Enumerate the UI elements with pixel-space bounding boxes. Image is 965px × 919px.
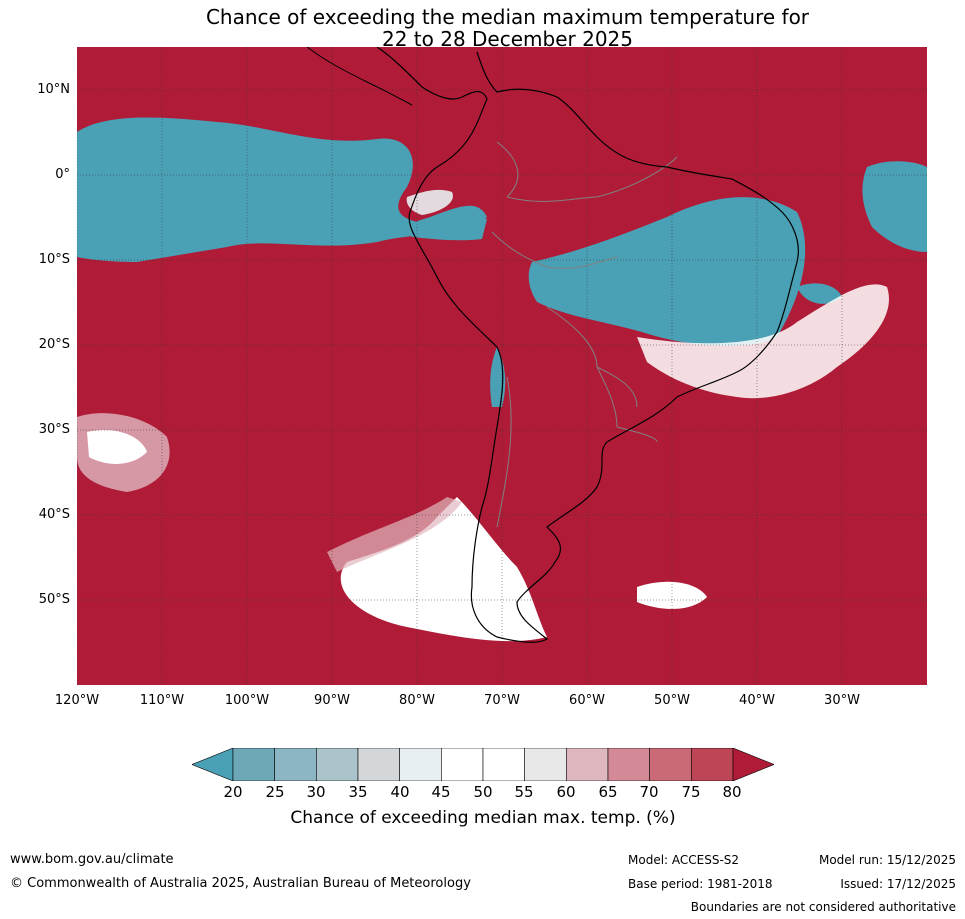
lat-label-30s: 30°S xyxy=(38,422,70,437)
boundaries-disclaimer: Boundaries are not considered authoritat… xyxy=(690,900,956,914)
pacific-equatorial-low-region xyxy=(77,117,487,262)
south-atlantic-neutral-patch xyxy=(637,581,707,609)
colorbar-label-70: 70 xyxy=(639,783,659,801)
peru-coast-neutral xyxy=(406,189,453,215)
lat-label-10n: 10°N xyxy=(37,82,70,97)
colorbar-cell xyxy=(649,748,692,781)
colorbar-title: Chance of exceeding median max. temp. (%… xyxy=(290,808,676,828)
colorbar-cell xyxy=(691,748,734,781)
colorbar-extend-high xyxy=(732,748,774,781)
colorbar-extend-low xyxy=(192,748,234,781)
colorbar-cell xyxy=(482,748,525,781)
lon-label-120w: 120°W xyxy=(54,693,100,708)
southwest-pacific-white-patch xyxy=(87,429,147,464)
atlantic-low-patch xyxy=(797,283,842,304)
colorbar-label-45: 45 xyxy=(431,783,451,801)
copyright-text: © Commonwealth of Australia 2025, Austra… xyxy=(10,876,471,891)
map-title-line1: Chance of exceeding the median maximum t… xyxy=(205,5,810,29)
colorbar-label-80: 80 xyxy=(722,783,742,801)
lon-label-110w: 110°W xyxy=(139,693,185,708)
colorbar-cell xyxy=(399,748,442,781)
brazil-low-region xyxy=(528,197,806,347)
lon-label-80w: 80°W xyxy=(399,693,435,708)
atlantic-low-region-east xyxy=(862,161,927,252)
lon-label-70w: 70°W xyxy=(484,693,520,708)
forecast-map xyxy=(77,47,927,685)
colorbar-cell xyxy=(441,748,484,781)
colorbar-cell xyxy=(607,748,650,781)
colorbar-label-30: 30 xyxy=(306,783,326,801)
graticule xyxy=(77,47,927,685)
colorbar-label-25: 25 xyxy=(265,783,285,801)
colorbar-label-50: 50 xyxy=(473,783,493,801)
colorbar xyxy=(192,748,774,781)
issued-date: Issued: 17/12/2025 xyxy=(840,877,956,891)
lat-label-40s: 40°S xyxy=(38,507,70,522)
colorbar-cell xyxy=(316,748,359,781)
lon-label-40w: 40°W xyxy=(739,693,775,708)
lon-label-30w: 30°W xyxy=(824,693,860,708)
colorbar-cell xyxy=(357,748,400,781)
website-link[interactable]: www.bom.gov.au/climate xyxy=(10,852,174,867)
map-title-line2: 22 to 28 December 2025 xyxy=(381,27,633,51)
model-run-date: Model run: 15/12/2025 xyxy=(818,853,956,867)
lat-label-10s: 10°S xyxy=(38,252,70,267)
lat-label-20s: 20°S xyxy=(38,337,70,352)
colorbar-label-55: 55 xyxy=(514,783,534,801)
colorbar-cell xyxy=(566,748,609,781)
colorbar-label-75: 75 xyxy=(681,783,701,801)
colorbar-label-40: 40 xyxy=(390,783,410,801)
colorbar-cell xyxy=(232,748,275,781)
colorbar-cell xyxy=(524,748,567,781)
central-america-coastline xyxy=(306,47,413,106)
model-name: Model: ACCESS-S2 xyxy=(628,853,740,867)
lon-label-100w: 100°W xyxy=(224,693,270,708)
south-america-coastline xyxy=(376,47,799,643)
patagonia-neutral-region xyxy=(340,497,547,642)
country-borders xyxy=(491,141,678,528)
lat-label-0: 0° xyxy=(55,167,70,182)
colorbar-label-20: 20 xyxy=(223,783,243,801)
lat-label-50s: 50°S xyxy=(38,592,70,607)
colorbar-cell xyxy=(274,748,317,781)
lon-label-60w: 60°W xyxy=(569,693,605,708)
lon-label-50w: 50°W xyxy=(654,693,690,708)
colorbar-label-65: 65 xyxy=(598,783,618,801)
patagonia-light-fringe xyxy=(327,497,462,572)
colorbar-label-35: 35 xyxy=(348,783,368,801)
colorbar-label-60: 60 xyxy=(556,783,576,801)
lon-label-90w: 90°W xyxy=(314,693,350,708)
base-period: Base period: 1981-2018 xyxy=(628,877,773,891)
brazil-neutral-fringe xyxy=(637,284,889,399)
pacific-offshore-low-region xyxy=(407,213,487,241)
